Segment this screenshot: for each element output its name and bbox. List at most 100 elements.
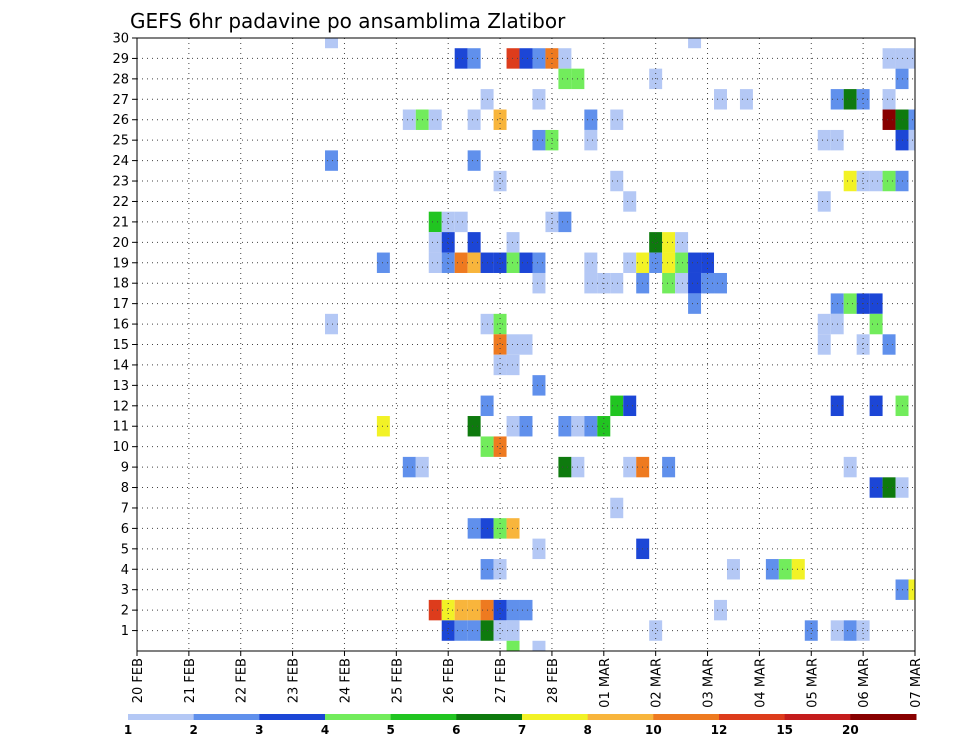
- x-tick-label: 26 FEB: [442, 658, 457, 703]
- heatmap-cell: [869, 293, 883, 314]
- y-tick-label: 13: [112, 379, 129, 394]
- legend-label: 3: [255, 723, 263, 737]
- heatmap-cell: [467, 232, 481, 253]
- heatmap-cell: [506, 48, 520, 69]
- heatmap-cell: [493, 109, 507, 130]
- x-tick-label: 03 MAR: [702, 658, 717, 708]
- heatmap-cell: [532, 48, 546, 69]
- heatmap-cell: [623, 456, 637, 478]
- heatmap-cell: [545, 211, 559, 233]
- heatmap-cell: [662, 232, 676, 253]
- y-tick-label: 16: [112, 318, 129, 333]
- x-tick-label: 20 FEB: [131, 658, 146, 703]
- y-tick-label: 29: [112, 52, 129, 67]
- heatmap-cell: [428, 109, 442, 130]
- heatmap-cell: [402, 456, 416, 478]
- heatmap-cell: [493, 436, 507, 457]
- heatmap-cell: [843, 170, 857, 192]
- heatmap-cell: [519, 48, 533, 69]
- x-tick-label: 24 FEB: [338, 658, 353, 703]
- legend-swatch: [193, 714, 260, 720]
- heatmap-cell: [882, 477, 896, 498]
- heatmap-cell: [714, 272, 727, 294]
- heatmap-cell: [675, 232, 689, 253]
- y-tick-label: 6: [121, 522, 129, 537]
- heatmap-cell: [843, 293, 857, 314]
- heatmap-cell: [428, 232, 442, 253]
- x-tick-label: 23 FEB: [287, 658, 302, 703]
- heatmap-cell: [869, 395, 883, 417]
- heatmap-cell: [325, 150, 338, 171]
- heatmap-cell: [493, 599, 507, 621]
- heatmap-cell: [454, 48, 468, 69]
- y-tick-label: 15: [112, 338, 129, 353]
- heatmap-cell: [467, 416, 481, 437]
- legend: 1 2 3 4 5 6 7 8 10 12 15 20: [124, 714, 917, 737]
- y-tick-label: 3: [121, 583, 129, 598]
- heatmap-cell: [662, 272, 676, 294]
- heatmap-cell: [506, 640, 520, 651]
- heatmap-cell: [584, 109, 598, 130]
- heatmap-cell: [804, 620, 818, 641]
- heatmap-cell: [545, 129, 559, 151]
- grid-lines: [137, 38, 915, 651]
- heatmap-cell: [856, 170, 870, 192]
- chart-title: GEFS 6hr padavine po ansamblima Zlatibor: [130, 9, 566, 33]
- heatmap-cell: [467, 518, 481, 539]
- heatmap-cell: [493, 334, 507, 355]
- heatmap-cell: [610, 272, 624, 294]
- heatmap-cell: [649, 620, 663, 641]
- heatmap-cell: [584, 272, 598, 294]
- legend-swatch: [456, 714, 523, 720]
- heatmap-cell: [817, 191, 831, 212]
- heatmap-cell: [519, 252, 533, 273]
- y-tick-label: 9: [121, 461, 129, 476]
- heatmap-cell: [532, 89, 546, 110]
- x-tick-label: 28 FEB: [546, 658, 561, 703]
- heatmap-cell: [817, 129, 831, 151]
- legend-label: 4: [321, 723, 329, 737]
- heatmap-cell: [467, 150, 481, 171]
- heatmap-cell: [843, 456, 857, 478]
- heatmap-cell: [506, 232, 520, 253]
- heatmap-cell: [843, 620, 857, 641]
- heatmap-cell: [675, 272, 689, 294]
- legend-swatch: [587, 714, 654, 720]
- heatmap-cell: [869, 313, 883, 335]
- heatmap-cell: [532, 272, 546, 294]
- heatmap-cell: [493, 559, 507, 580]
- heatmap-cell: [493, 170, 507, 192]
- y-tick-label: 23: [112, 175, 129, 190]
- heatmap-cell: [908, 579, 915, 600]
- heatmap-cell: [882, 89, 896, 110]
- heatmap-cell: [688, 293, 702, 314]
- heatmap-cell: [402, 109, 416, 130]
- x-tick-label: 22 FEB: [235, 658, 250, 703]
- y-tick-label: 10: [112, 440, 129, 455]
- y-tick-label: 17: [112, 297, 129, 312]
- heatmap-cell: [454, 211, 468, 233]
- y-tick-label: 28: [112, 72, 129, 87]
- x-tick-label: 01 MAR: [598, 658, 613, 708]
- heatmap-cell: [714, 89, 727, 110]
- legend-swatch: [850, 714, 917, 720]
- heatmap-cell: [519, 599, 533, 621]
- legend-swatch: [128, 714, 195, 720]
- heatmap-cell: [584, 416, 598, 437]
- heatmap-cell: [493, 252, 507, 273]
- legend-swatch: [719, 714, 786, 720]
- x-tick-label: 05 MAR: [805, 658, 820, 708]
- heatmap-cell: [506, 334, 520, 355]
- heatmap-cell: [558, 211, 572, 233]
- heatmap-cell: [869, 477, 883, 498]
- y-tick-label: 14: [112, 358, 129, 373]
- legend-swatch: [259, 714, 326, 720]
- y-tick-label: 1: [121, 624, 129, 639]
- legend-swatch: [522, 714, 589, 720]
- legend-swatch: [390, 714, 457, 720]
- heatmap-cell: [506, 518, 520, 539]
- legend-label: 8: [583, 723, 591, 737]
- y-tick-label: 7: [121, 501, 129, 516]
- heatmap-cell: [467, 620, 481, 641]
